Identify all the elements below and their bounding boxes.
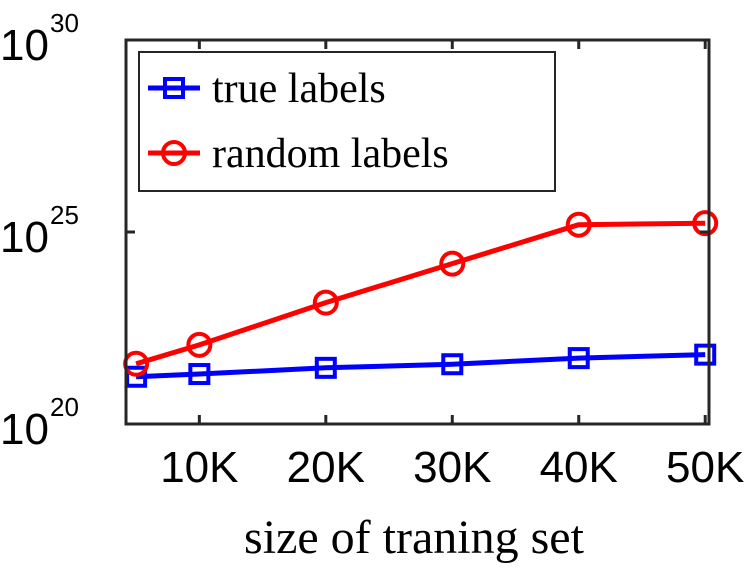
y-tick-label-exponent: 20: [50, 392, 79, 422]
data-point-1-5: [692, 210, 719, 237]
data-point-1-2: [312, 289, 339, 316]
series-layer: [123, 210, 719, 388]
data-point-0-4: [567, 347, 590, 370]
data-point-0-1: [188, 363, 211, 386]
y-tick-label-exponent: 25: [50, 200, 79, 230]
y-tick-label-base: 10: [0, 21, 49, 70]
x-tick-label: 40K: [540, 443, 618, 492]
data-point-1-4: [565, 211, 592, 238]
y-tick-label-base: 10: [0, 213, 49, 262]
series-line-0: [135, 352, 706, 380]
x-axis-title: size of traning set: [244, 511, 585, 564]
legend-label-0: true labels: [212, 66, 386, 112]
x-tick-label: 20K: [287, 443, 365, 492]
y-tick-label-base: 10: [0, 405, 49, 454]
legend-label-1: random labels: [212, 131, 449, 177]
data-point-1-1: [186, 331, 213, 358]
legend-marker-1: [161, 140, 187, 166]
x-tick-label: 30K: [413, 443, 491, 492]
data-point-0-5: [694, 343, 717, 366]
data-point-0-2: [314, 356, 337, 379]
x-tick-label: 10K: [160, 443, 238, 492]
data-point-1-3: [439, 250, 466, 277]
x-axis: 10K 20K 30K 40K 50K: [160, 40, 744, 492]
series-line-1: [135, 220, 706, 367]
legend: true labels random labels: [138, 51, 556, 192]
y-tick-label-exponent: 30: [50, 8, 79, 38]
x-tick-label: 50K: [666, 443, 744, 492]
data-point-0-3: [441, 353, 464, 376]
legend-marker-0: [163, 77, 185, 99]
legend-box: [138, 51, 556, 192]
